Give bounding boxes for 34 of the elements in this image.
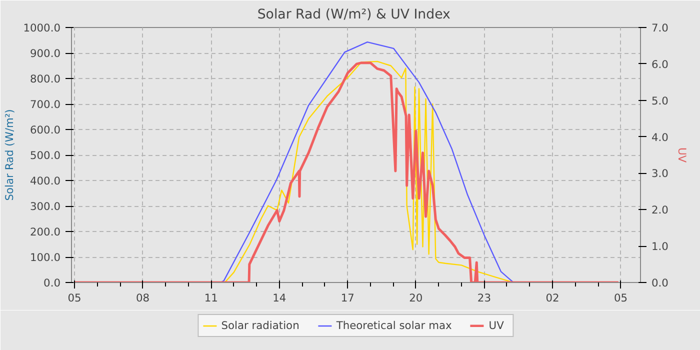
y-tick-label: 300.0 [30, 200, 61, 213]
y-tick-label: 700.0 [30, 98, 61, 111]
y2-tick-label: 1.0 [652, 240, 669, 254]
x-tick-label: 05 [614, 292, 628, 304]
y-axis-title: Solar Rad (W/m²) [3, 109, 16, 201]
y2-tick-label: 5.0 [652, 94, 669, 108]
x-tick-label: 23 [477, 292, 491, 304]
y-tick-label: 600.0 [30, 124, 61, 136]
y-tick-label: 0.0 [44, 276, 61, 290]
y2-tick-label: 0.0 [652, 276, 669, 290]
chart-title: Solar Rad (W/m²) & UV Index [257, 8, 451, 22]
x-tick-label: 08 [136, 292, 150, 304]
y2-tick-label: 6.0 [652, 58, 669, 71]
y-tick-label: 400.0 [30, 174, 61, 188]
y-tick-label: 900.0 [30, 47, 61, 60]
y2-tick-label: 4.0 [652, 130, 669, 144]
y2-tick-label: 2.0 [652, 204, 669, 217]
y-tick-label: 1000.0 [23, 22, 61, 34]
y-tick-label: 100.0 [30, 251, 61, 264]
legend-label: Solar radiation [221, 319, 300, 332]
y2-tick-label: 7.0 [652, 22, 669, 34]
legend-label: UV [488, 319, 505, 332]
x-tick-label: 02 [546, 292, 560, 304]
x-tick-label: 20 [409, 292, 423, 304]
legend-label: Theoretical solar max [336, 319, 452, 332]
x-tick-label: 17 [340, 292, 354, 304]
y-tick-label: 500.0 [30, 149, 61, 162]
y2-axis-title: UV [675, 147, 688, 164]
x-tick-label: 05 [68, 292, 82, 304]
x-tick-label: 14 [272, 292, 286, 304]
x-tick-label: 11 [204, 292, 218, 304]
y-tick-label: 200.0 [30, 226, 61, 238]
y-tick-label: 800.0 [30, 72, 61, 86]
y2-tick-label: 3.0 [652, 167, 669, 180]
